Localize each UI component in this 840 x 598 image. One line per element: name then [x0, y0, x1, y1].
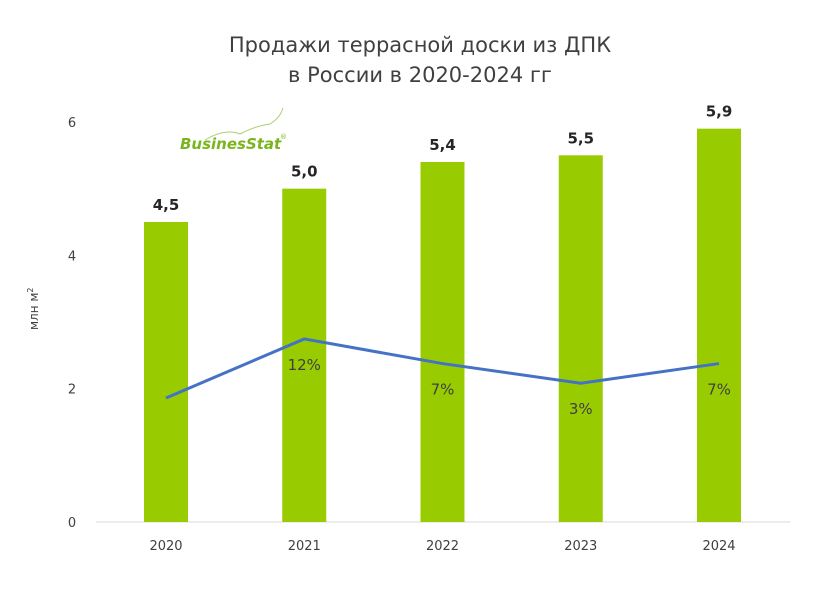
bar-value-label: 5,5	[567, 129, 594, 147]
x-tick-label: 2022	[426, 539, 459, 554]
growth-label: 3%	[569, 400, 593, 418]
bar-value-label: 5,4	[429, 136, 456, 154]
growth-label: 7%	[707, 381, 731, 399]
chart-title-line1: Продажи террасной доски из ДПК	[229, 33, 611, 57]
y-axis-label: млн м2	[26, 287, 41, 330]
logo: BusinesStat ®	[180, 107, 287, 153]
bar	[144, 222, 188, 522]
bar-value-label: 4,5	[153, 196, 180, 214]
y-tick-label: 4	[68, 249, 76, 264]
y-tick-label: 2	[68, 383, 76, 398]
bar-value-label: 5,9	[706, 103, 733, 121]
bar	[420, 162, 465, 522]
bar	[282, 188, 327, 522]
bar	[558, 155, 603, 523]
y-tick-label: 0	[68, 516, 76, 531]
growth-label: 7%	[431, 381, 455, 399]
x-tick-label: 2024	[702, 539, 735, 554]
y-tick-label: 6	[68, 116, 76, 131]
x-tick-label: 2021	[288, 539, 321, 554]
logo-text: BusinesStat	[180, 135, 282, 153]
bar	[697, 128, 741, 522]
growth-label: 12%	[288, 356, 321, 374]
x-tick-label: 2023	[564, 539, 597, 554]
x-tick-label: 2020	[149, 539, 182, 554]
chart-title-line2: в России в 2020-2024 гг	[288, 63, 552, 87]
logo-mark: ®	[280, 133, 287, 141]
bar-value-label: 5,0	[291, 163, 318, 181]
